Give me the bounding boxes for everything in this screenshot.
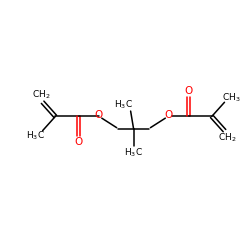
- Text: H$_3$C: H$_3$C: [124, 146, 143, 159]
- Text: H$_3$C: H$_3$C: [26, 130, 45, 142]
- Text: CH$_3$: CH$_3$: [222, 91, 241, 104]
- Text: CH$_2$: CH$_2$: [218, 132, 236, 144]
- Text: CH$_2$: CH$_2$: [32, 88, 51, 101]
- Text: H$_3$C: H$_3$C: [114, 99, 133, 112]
- Text: O: O: [164, 110, 173, 120]
- Text: O: O: [94, 110, 103, 120]
- Text: O: O: [74, 136, 83, 146]
- Text: O: O: [184, 86, 193, 96]
